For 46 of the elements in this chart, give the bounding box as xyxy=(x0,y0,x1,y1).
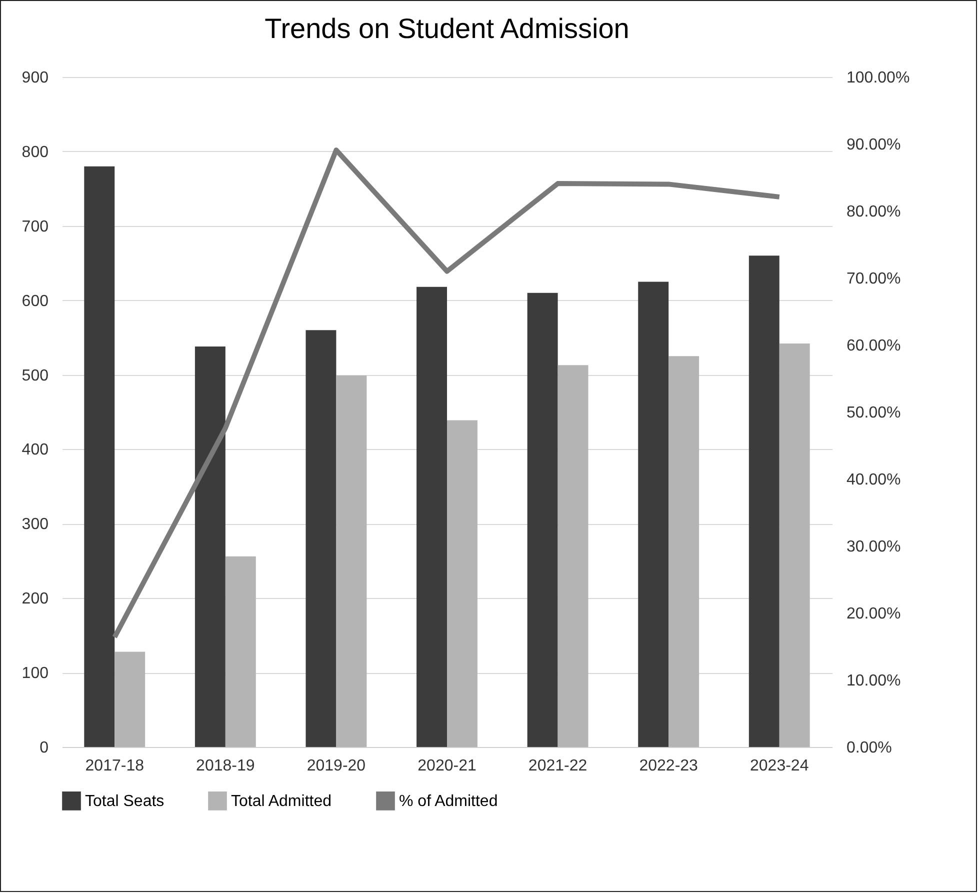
bar xyxy=(225,556,256,747)
bar xyxy=(558,365,588,747)
bar xyxy=(527,292,558,747)
y-tick-label: 900 xyxy=(22,70,49,86)
y2-tick-label: 10.00% xyxy=(846,672,901,690)
legend-label: Total Seats xyxy=(85,792,164,810)
y2-tick-label: 80.00% xyxy=(846,204,901,220)
y-tick-label: 800 xyxy=(22,144,49,161)
x-tick-label: 2018-19 xyxy=(196,758,255,774)
y2-tick-label: 50.00% xyxy=(846,404,901,422)
x-tick-label: 2017-18 xyxy=(85,758,144,774)
legend-label: Total Admitted xyxy=(231,792,332,810)
y2-tick-label: 40.00% xyxy=(846,472,901,488)
y2-tick-label: 0.00% xyxy=(846,740,892,756)
y-tick-label: 400 xyxy=(22,442,49,459)
bar xyxy=(447,420,478,747)
chart-title: Trends on Student Admission xyxy=(264,13,630,44)
y-tick-label: 100 xyxy=(22,665,49,682)
bar xyxy=(336,376,367,747)
y-tick-label: 500 xyxy=(22,367,49,384)
x-tick-label: 2021-22 xyxy=(528,758,588,774)
y-tick-label: 700 xyxy=(22,218,49,236)
legend-label: % of Admitted xyxy=(399,792,498,810)
bar xyxy=(306,330,336,747)
x-tick-label: 2019-20 xyxy=(306,758,366,774)
x-tick-label: 2020-21 xyxy=(418,758,476,774)
y2-tick-label: 90.00% xyxy=(846,136,901,154)
bar xyxy=(114,652,146,747)
y2-tick-label: 70.00% xyxy=(846,270,901,288)
y2-tick-label: 20.00% xyxy=(846,606,901,622)
bar xyxy=(84,166,115,747)
x-tick-label: 2022-23 xyxy=(639,758,698,774)
y2-tick-label: 100.00% xyxy=(846,70,910,86)
y-tick-label: 0 xyxy=(40,740,49,756)
y2-tick-label: 30.00% xyxy=(846,538,901,556)
y2-tick-label: 60.00% xyxy=(846,338,901,354)
y-tick-label: 300 xyxy=(22,516,49,534)
bar xyxy=(668,356,700,747)
x-tick-label: 2023-24 xyxy=(750,758,809,774)
bar xyxy=(638,282,669,747)
bar xyxy=(779,344,810,747)
bar xyxy=(416,286,447,747)
y-tick-label: 200 xyxy=(22,590,49,608)
bar xyxy=(748,256,780,747)
y-tick-label: 600 xyxy=(22,292,49,310)
bar xyxy=(194,346,226,747)
